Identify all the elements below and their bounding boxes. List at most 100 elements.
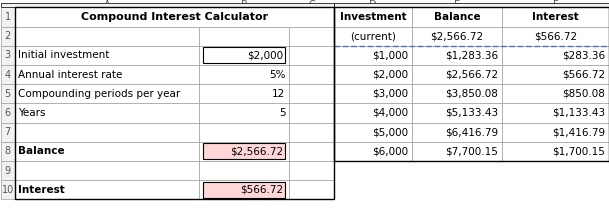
- Bar: [1, 27, 15, 46]
- Bar: [200, 142, 289, 161]
- Text: 5: 5: [4, 89, 11, 99]
- Bar: [289, 7, 334, 27]
- Text: Investment: Investment: [340, 12, 407, 22]
- Bar: [289, 142, 334, 161]
- Bar: [15, 7, 334, 199]
- Bar: [334, 27, 412, 46]
- Text: $1,416.79: $1,416.79: [552, 127, 605, 137]
- Text: $283.36: $283.36: [562, 50, 605, 60]
- Bar: [15, 3, 200, 7]
- Bar: [412, 7, 502, 27]
- Text: E: E: [454, 0, 460, 10]
- Bar: [15, 161, 200, 180]
- Bar: [200, 27, 289, 46]
- Bar: [289, 103, 334, 123]
- Text: Balance: Balance: [434, 12, 481, 22]
- Text: 5%: 5%: [269, 70, 286, 80]
- Bar: [412, 46, 502, 65]
- Bar: [200, 123, 289, 142]
- Bar: [334, 7, 412, 27]
- Text: 7: 7: [4, 127, 11, 137]
- Text: 2: 2: [4, 31, 11, 41]
- Bar: [502, 3, 609, 7]
- Text: $6,416.79: $6,416.79: [445, 127, 498, 137]
- Bar: [412, 142, 502, 161]
- Text: $6,000: $6,000: [372, 146, 408, 156]
- Text: $566.72: $566.72: [240, 185, 283, 195]
- Text: $1,700.15: $1,700.15: [552, 146, 605, 156]
- Text: 1: 1: [5, 12, 11, 22]
- Text: 12: 12: [272, 89, 286, 99]
- Bar: [15, 27, 200, 46]
- Bar: [1, 180, 15, 199]
- Text: Interest: Interest: [532, 12, 579, 22]
- Text: Balance: Balance: [18, 146, 65, 156]
- Text: (current): (current): [350, 31, 396, 41]
- Text: Interest: Interest: [18, 185, 65, 195]
- Bar: [412, 3, 502, 7]
- Bar: [412, 123, 502, 142]
- Text: D: D: [370, 0, 377, 10]
- Bar: [1, 3, 15, 7]
- Bar: [15, 180, 200, 199]
- Bar: [15, 103, 200, 123]
- Bar: [289, 123, 334, 142]
- Text: Initial investment: Initial investment: [18, 50, 109, 60]
- Text: $7,700.15: $7,700.15: [445, 146, 498, 156]
- Text: $3,850.08: $3,850.08: [445, 89, 498, 99]
- Bar: [15, 7, 334, 27]
- Text: Years: Years: [18, 108, 45, 118]
- Bar: [502, 7, 609, 27]
- Bar: [15, 7, 200, 27]
- Text: $2,566.72: $2,566.72: [431, 31, 484, 41]
- Text: B: B: [241, 0, 248, 10]
- Bar: [334, 123, 412, 142]
- Bar: [334, 142, 412, 161]
- Bar: [200, 3, 289, 7]
- Bar: [502, 65, 609, 84]
- Text: 9: 9: [5, 166, 11, 176]
- Text: Annual interest rate: Annual interest rate: [18, 70, 122, 80]
- Bar: [15, 46, 200, 65]
- Bar: [203, 143, 286, 159]
- Bar: [1, 123, 15, 142]
- Bar: [15, 123, 200, 142]
- Bar: [412, 27, 502, 46]
- Bar: [412, 103, 502, 123]
- Text: $1,000: $1,000: [372, 50, 408, 60]
- Bar: [200, 7, 289, 27]
- Text: $2,566.72: $2,566.72: [445, 70, 498, 80]
- Text: $2,566.72: $2,566.72: [230, 146, 283, 156]
- Bar: [334, 103, 412, 123]
- Bar: [502, 84, 609, 103]
- Bar: [334, 65, 412, 84]
- Bar: [334, 84, 412, 103]
- Bar: [1, 161, 15, 180]
- Text: Compound Interest Calculator: Compound Interest Calculator: [81, 12, 268, 22]
- Bar: [200, 180, 289, 199]
- Text: $5,133.43: $5,133.43: [445, 108, 498, 118]
- Bar: [1, 3, 334, 7]
- Text: Compounding periods per year: Compounding periods per year: [18, 89, 180, 99]
- Text: A: A: [104, 0, 110, 10]
- Bar: [1, 65, 15, 84]
- Bar: [200, 84, 289, 103]
- Text: $1,283.36: $1,283.36: [445, 50, 498, 60]
- Bar: [200, 103, 289, 123]
- Text: $850.08: $850.08: [562, 89, 605, 99]
- Bar: [412, 84, 502, 103]
- Bar: [200, 65, 289, 84]
- Bar: [203, 47, 286, 64]
- Bar: [200, 161, 289, 180]
- Text: 5: 5: [279, 108, 286, 118]
- Bar: [289, 65, 334, 84]
- Bar: [412, 65, 502, 84]
- Bar: [502, 142, 609, 161]
- Text: $3,000: $3,000: [372, 89, 408, 99]
- Bar: [289, 84, 334, 103]
- Bar: [15, 65, 200, 84]
- Text: F: F: [553, 0, 558, 10]
- Text: 4: 4: [5, 70, 11, 80]
- Bar: [1, 142, 15, 161]
- Bar: [1, 7, 15, 27]
